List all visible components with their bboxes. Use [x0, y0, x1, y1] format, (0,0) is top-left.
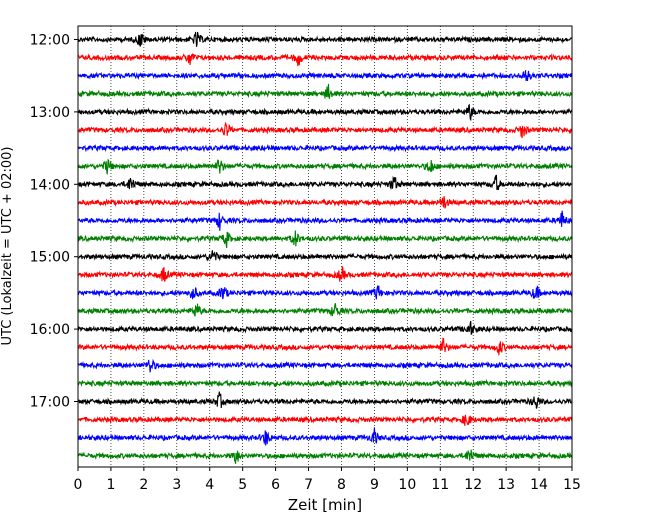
x-tick-label: 8 [337, 477, 346, 493]
x-tick-label: 11 [431, 477, 449, 493]
seismic-trace [77, 320, 573, 335]
y-tick-label: 15:00 [30, 250, 70, 266]
x-tick-label: 0 [74, 477, 83, 493]
seismic-trace [77, 303, 573, 317]
x-tick-label: 13 [497, 477, 515, 493]
y-tick-label: 12:00 [30, 33, 70, 49]
seismic-trace [77, 266, 573, 282]
x-tick-label: 12 [464, 477, 482, 493]
seismic-trace [77, 210, 573, 231]
seismic-trace [77, 31, 573, 47]
x-tick-label: 2 [139, 477, 148, 493]
y-tick-label: 17:00 [30, 395, 70, 411]
x-axis-label: Zeit [min] [288, 496, 362, 514]
seismic-trace [77, 103, 573, 122]
seismic-trace [77, 250, 573, 262]
y-ticks: 12:00 13:00 14:00 15:00 16:00 17:00 [30, 33, 78, 411]
seismic-trace [77, 427, 573, 446]
seismic-trace [77, 358, 573, 373]
seismic-trace [77, 121, 573, 139]
x-tick-label: 1 [106, 477, 115, 493]
y-axis-label: UTC (Lokalzeit = UTC + 02:00) [0, 147, 15, 346]
x-tick-label: 9 [370, 477, 379, 493]
seismic-trace [77, 53, 573, 67]
x-tick-label: 7 [304, 477, 313, 493]
seismic-trace [77, 70, 573, 82]
seismic-trace [77, 230, 573, 249]
x-tick-label: 3 [172, 477, 181, 493]
y-tick-label: 16:00 [30, 322, 70, 338]
x-tick-label: 6 [271, 477, 280, 493]
y-tick-label: 13:00 [30, 105, 70, 121]
seismic-trace [77, 391, 573, 409]
seismic-trace [77, 196, 573, 209]
x-tick-label: 5 [238, 477, 247, 493]
seismic-trace [77, 337, 573, 356]
seismic-trace [77, 449, 573, 464]
y-tick-label: 14:00 [30, 177, 70, 193]
x-ticks: 0 1 2 3 4 5 6 7 8 9 10 11 12 13 14 15 [74, 467, 581, 493]
x-tick-label: 10 [398, 477, 416, 493]
seismic-trace [77, 378, 573, 388]
seismic-trace [77, 174, 573, 191]
seismic-trace [77, 143, 573, 153]
plot-frame [77, 25, 573, 468]
seismic-trace [77, 158, 573, 175]
seismic-trace [77, 83, 573, 99]
seismic-trace [77, 285, 573, 300]
x-tick-label: 14 [530, 477, 548, 493]
x-tick-label: 4 [205, 477, 214, 493]
seismic-trace [77, 414, 573, 426]
x-tick-label: 15 [563, 477, 581, 493]
traces [77, 31, 573, 464]
